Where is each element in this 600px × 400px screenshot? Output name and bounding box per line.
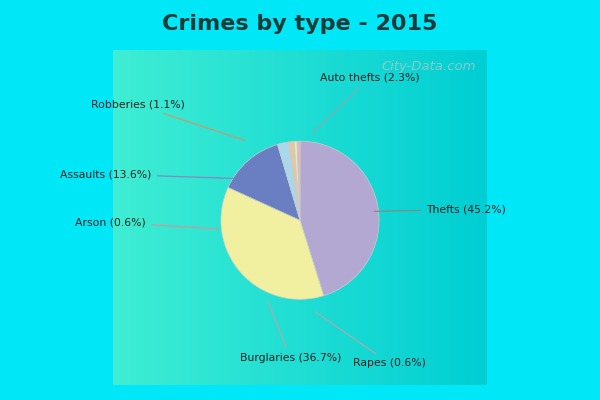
Text: Arson (0.6%): Arson (0.6%): [76, 218, 218, 229]
Text: Rapes (0.6%): Rapes (0.6%): [316, 312, 425, 368]
Wedge shape: [294, 141, 300, 220]
Wedge shape: [228, 144, 300, 220]
Text: Assaults (13.6%): Assaults (13.6%): [61, 169, 233, 179]
Text: Auto thefts (2.3%): Auto thefts (2.3%): [313, 72, 419, 133]
Wedge shape: [297, 141, 300, 220]
Wedge shape: [289, 141, 300, 220]
Wedge shape: [277, 142, 300, 220]
Text: Crimes by type - 2015: Crimes by type - 2015: [163, 14, 437, 34]
Text: Burglaries (36.7%): Burglaries (36.7%): [239, 302, 341, 362]
Wedge shape: [300, 141, 379, 296]
Text: City-Data.com: City-Data.com: [381, 60, 476, 73]
Wedge shape: [221, 187, 324, 299]
Text: Thefts (45.2%): Thefts (45.2%): [374, 204, 506, 214]
Text: Robberies (1.1%): Robberies (1.1%): [91, 100, 245, 140]
